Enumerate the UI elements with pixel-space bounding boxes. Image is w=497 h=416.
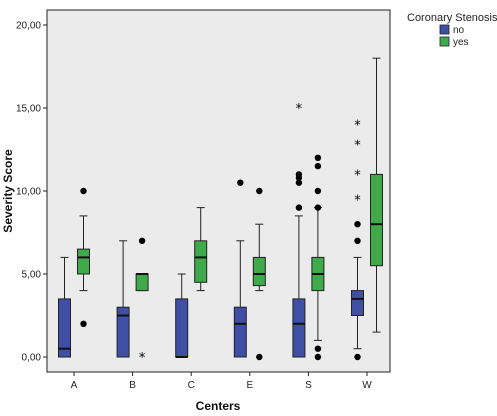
outlier-point <box>80 320 87 327</box>
y-tick-label: 0,00 <box>22 353 42 364</box>
iqr-box <box>58 298 71 358</box>
outlier-point <box>314 187 322 195</box>
box-no-B <box>116 240 130 358</box>
box-no-A <box>58 256 71 358</box>
iqr-box <box>77 248 90 275</box>
y-tick-label: 5,00 <box>22 270 42 281</box>
extreme-point: * <box>354 193 361 208</box>
extreme-point: * <box>354 168 361 183</box>
x-tick-label: E <box>246 380 253 391</box>
box-no-C <box>175 273 189 358</box>
x-tick-label: W <box>362 380 372 391</box>
iqr-box <box>351 290 364 317</box>
extreme-point: * <box>354 119 361 134</box>
legend-swatch-yes <box>439 36 450 47</box>
outlier-point <box>80 187 87 195</box>
outlier-point <box>314 204 322 211</box>
outlier-point <box>314 154 322 161</box>
iqr-box <box>292 298 306 358</box>
outlier-point <box>314 353 322 361</box>
outlier-point <box>314 162 322 170</box>
y-tick-label: 20,00 <box>16 21 41 32</box>
box-yes-S <box>311 154 325 361</box>
outlier-point <box>256 353 263 361</box>
x-tick-label: C <box>188 380 195 391</box>
iqr-box <box>370 173 383 267</box>
iqr-box <box>252 256 266 287</box>
outlier-point <box>295 204 303 211</box>
iqr-box <box>175 298 189 358</box>
outlier-point <box>256 187 263 195</box>
box-yes-A <box>77 187 90 327</box>
outlier-point <box>354 237 361 244</box>
outlier-point <box>354 353 361 361</box>
plot-area <box>46 9 391 373</box>
extreme-point: * <box>296 102 303 117</box>
outlier-point <box>237 179 244 186</box>
x-tick-label: A <box>71 380 78 391</box>
y-tick-label: 15,00 <box>16 104 41 115</box>
iqr-box <box>116 306 130 358</box>
x-axis-title: Centers <box>196 399 241 413</box>
outlier-point <box>295 171 303 178</box>
y-axis: 0,00 5,00 10,00 15,00 20,00 <box>16 21 47 364</box>
legend-label-no: no <box>453 25 465 36</box>
outlier-point <box>138 237 146 244</box>
box-no-W: * * * * <box>351 119 364 361</box>
legend-swatch-no <box>439 24 450 35</box>
extreme-point: * <box>139 351 146 366</box>
outlier-point <box>314 345 322 352</box>
iqr-box <box>233 306 247 358</box>
box-group: * * * * * * <box>58 57 383 366</box>
box-no-S: * <box>292 102 306 358</box>
box-yes-W <box>370 57 383 333</box>
y-tick-label: 10,00 <box>16 187 41 198</box>
legend-title: Coronary Stenosis <box>407 12 497 24</box>
y-axis-title: Severity Score <box>1 149 15 233</box>
outlier-point <box>354 221 361 228</box>
box-yes-E <box>252 187 266 361</box>
x-tick-label: B <box>129 380 136 391</box>
extreme-point: * <box>354 139 361 154</box>
outlier-point <box>295 179 303 186</box>
box-yes-B: * <box>135 237 149 366</box>
legend-label-yes: yes <box>453 37 469 48</box>
box-yes-C <box>194 207 208 292</box>
iqr-box <box>135 273 149 292</box>
iqr-box <box>194 240 208 283</box>
x-tick-label: S <box>305 380 312 391</box>
box-no-E <box>233 179 247 358</box>
